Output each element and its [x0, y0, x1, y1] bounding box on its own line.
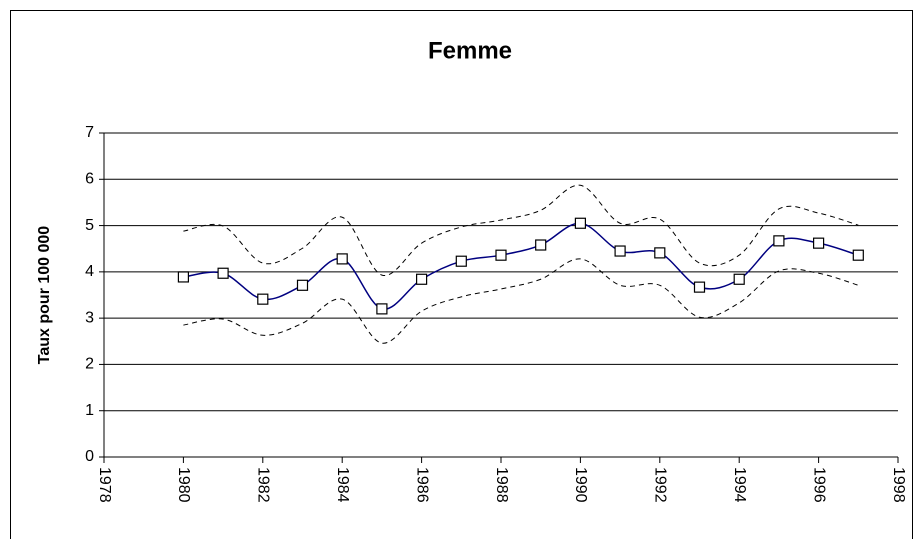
y-tick-label: 3: [85, 309, 94, 326]
data-point: [296, 279, 309, 291]
data-point: [376, 303, 388, 315]
chart-border: [10, 10, 913, 539]
y-tick-label: 0: [85, 448, 94, 465]
data-point: [257, 293, 269, 305]
series-line: [183, 258, 859, 344]
chart-title: Femme: [428, 37, 512, 64]
data-point: [535, 239, 547, 251]
y-tick-label: 5: [85, 217, 94, 234]
series-line: [183, 184, 859, 276]
x-tick-label: 1990: [572, 467, 589, 503]
x-tick-label: 1998: [890, 467, 907, 503]
data-point: [574, 217, 587, 229]
y-tick-label: 2: [85, 356, 94, 373]
x-tick-label: 1996: [810, 467, 827, 503]
data-point: [693, 281, 706, 293]
data-point: [217, 267, 229, 279]
x-tick-label: 1994: [731, 467, 748, 503]
data-point: [654, 247, 666, 259]
data-point: [455, 255, 467, 267]
x-tick-label: 1992: [652, 467, 669, 503]
x-tick-label: 1980: [175, 467, 192, 503]
data-point: [177, 271, 189, 283]
data-point: [773, 235, 785, 247]
y-axis-label: Taux pour 100 000: [36, 226, 53, 365]
y-tick-label: 6: [85, 171, 94, 188]
y-tick-label: 4: [85, 263, 94, 280]
x-tick-label: 1984: [334, 467, 351, 503]
x-tick-label: 1988: [493, 467, 510, 503]
x-tick-label: 1982: [255, 467, 272, 503]
data-point: [812, 237, 825, 249]
data-point: [733, 273, 745, 285]
y-tick-label: 7: [85, 124, 94, 141]
data-point: [852, 249, 864, 261]
data-point: [614, 245, 626, 257]
data-point: [495, 249, 507, 261]
x-tick-label: 1986: [413, 467, 430, 503]
y-tick-label: 1: [85, 402, 94, 419]
x-tick-label: 1978: [96, 467, 113, 503]
data-point: [336, 253, 348, 265]
data-point: [416, 273, 428, 285]
